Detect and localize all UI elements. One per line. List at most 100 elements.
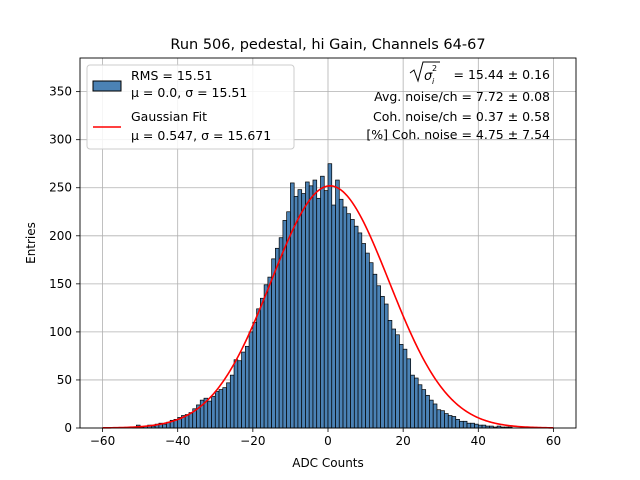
y-tick-label: 100 bbox=[49, 325, 72, 339]
sigma-subscript-icon: i bbox=[432, 77, 435, 86]
histogram-bar bbox=[233, 359, 239, 429]
histogram-bar bbox=[267, 276, 272, 429]
histogram-bar bbox=[353, 225, 359, 429]
legend-box bbox=[86, 64, 295, 150]
histogram-bar bbox=[260, 297, 265, 429]
legend-fit-stats: μ = 0.547, σ = 15.671 bbox=[131, 128, 271, 143]
histogram-bar bbox=[293, 196, 299, 429]
histogram-bar bbox=[278, 237, 284, 429]
histogram-bar bbox=[305, 181, 310, 429]
legend-fit-label: Gaussian Fit bbox=[131, 109, 207, 124]
histogram-bar bbox=[275, 247, 280, 429]
histogram-bar bbox=[455, 419, 460, 429]
histogram-bar bbox=[429, 399, 434, 429]
histogram-bar bbox=[395, 334, 400, 429]
histogram-bar bbox=[331, 204, 336, 429]
histogram-bar bbox=[474, 423, 479, 429]
histogram-bar bbox=[342, 206, 348, 429]
histogram-bar bbox=[226, 382, 231, 429]
histogram-bar bbox=[406, 358, 412, 429]
histogram-bar bbox=[447, 415, 453, 429]
histogram-bar bbox=[308, 185, 314, 429]
histogram-bar bbox=[357, 232, 363, 429]
histogram-bar bbox=[444, 413, 449, 429]
histogram-bar bbox=[399, 344, 404, 429]
histogram-bar bbox=[316, 197, 321, 429]
histogram-bar bbox=[229, 374, 235, 429]
histogram-bar bbox=[301, 193, 306, 429]
x-axis-ticks: −60 −40 −20 0 20 40 60 bbox=[90, 428, 561, 448]
histogram-bar bbox=[346, 213, 351, 429]
histogram-bar bbox=[462, 420, 468, 429]
histogram-bar bbox=[425, 394, 430, 429]
y-tick-label: 200 bbox=[49, 229, 72, 243]
histogram-bar bbox=[312, 179, 318, 429]
histogram-bar bbox=[402, 348, 408, 429]
histogram-bar bbox=[218, 389, 224, 429]
histogram-bar bbox=[237, 360, 242, 429]
histogram-bar bbox=[222, 387, 227, 429]
histogram-bar bbox=[372, 273, 378, 429]
histogram-bar bbox=[361, 243, 366, 429]
y-tick-label: 300 bbox=[49, 133, 72, 147]
sigma-formula-icon: σ i 2 bbox=[409, 61, 440, 86]
histogram-bar bbox=[320, 175, 325, 429]
legend-histogram-swatch bbox=[92, 80, 122, 92]
y-tick-label: 50 bbox=[57, 373, 72, 387]
x-tick-label: 20 bbox=[396, 434, 411, 448]
gaussian-fit-curve bbox=[102, 185, 554, 429]
y-axis-label: Entries bbox=[24, 222, 38, 264]
histogram-bar bbox=[391, 328, 396, 429]
histogram-bar bbox=[211, 395, 216, 429]
histogram-bar bbox=[417, 384, 423, 429]
annotation-sigma: = 15.44 ± 0.16 bbox=[454, 67, 551, 82]
histogram-bar bbox=[414, 377, 419, 429]
histogram-bar bbox=[241, 351, 246, 429]
x-tick-label: 40 bbox=[471, 434, 486, 448]
histogram-bar bbox=[263, 284, 269, 429]
histogram-bar bbox=[256, 308, 261, 429]
histogram-bar bbox=[440, 410, 445, 429]
histogram-bar bbox=[286, 211, 291, 429]
histogram-bar bbox=[214, 391, 220, 429]
histogram-bar bbox=[338, 198, 344, 429]
histogram-bar bbox=[350, 219, 355, 429]
histogram-bar bbox=[252, 321, 257, 429]
sigma-superscript-icon: 2 bbox=[432, 64, 437, 73]
histogram-bar bbox=[410, 374, 415, 429]
histogram-bar bbox=[421, 389, 427, 429]
legend-histogram-label: RMS = 15.51 bbox=[131, 68, 213, 83]
histogram-bar bbox=[271, 258, 276, 429]
histogram-bar bbox=[380, 295, 385, 429]
y-tick-label: 350 bbox=[49, 85, 72, 99]
histogram-bar bbox=[436, 409, 442, 429]
x-tick-label: 0 bbox=[324, 434, 332, 448]
annotation-coh-noise-percent: [%] Coh. noise = 4.75 ± 7.54 bbox=[366, 127, 550, 142]
histogram-bar bbox=[384, 303, 389, 429]
histogram-bar bbox=[387, 320, 393, 429]
histogram-bar bbox=[327, 163, 333, 429]
histogram-bar bbox=[335, 179, 340, 429]
histogram-bar bbox=[244, 345, 250, 429]
histogram-bar bbox=[297, 189, 303, 429]
sqrt-radical-icon bbox=[409, 61, 440, 83]
chart-title: Run 506, pedestal, hi Gain, Channels 64-… bbox=[170, 37, 485, 53]
histogram-bar bbox=[188, 412, 194, 429]
annotation-avg-noise: Avg. noise/ch = 7.72 ± 0.08 bbox=[374, 89, 550, 104]
histogram-bar bbox=[323, 190, 329, 429]
histogram-bar bbox=[451, 416, 457, 429]
x-tick-label: −60 bbox=[90, 434, 115, 448]
annotation-coh-noise: Coh. noise/ch = 0.37 ± 0.58 bbox=[373, 109, 550, 124]
legend-histogram-stats: μ = 0.0, σ = 15.51 bbox=[131, 85, 247, 100]
y-tick-label: 0 bbox=[64, 421, 72, 435]
x-tick-label: −20 bbox=[240, 434, 265, 448]
histogram-bar bbox=[466, 422, 472, 429]
sigma-symbol-icon: σ bbox=[424, 69, 433, 84]
x-tick-label: 60 bbox=[546, 434, 561, 448]
histogram-bar bbox=[248, 331, 254, 429]
y-axis-ticks: 0 50 100 150 200 250 300 350 bbox=[49, 85, 80, 435]
histogram-bar bbox=[290, 182, 295, 429]
histogram-bar bbox=[459, 420, 464, 429]
noise-annotations: σ i 2 = 15.44 ± 0.16 Avg. noise/ch = 7.7… bbox=[366, 61, 551, 142]
